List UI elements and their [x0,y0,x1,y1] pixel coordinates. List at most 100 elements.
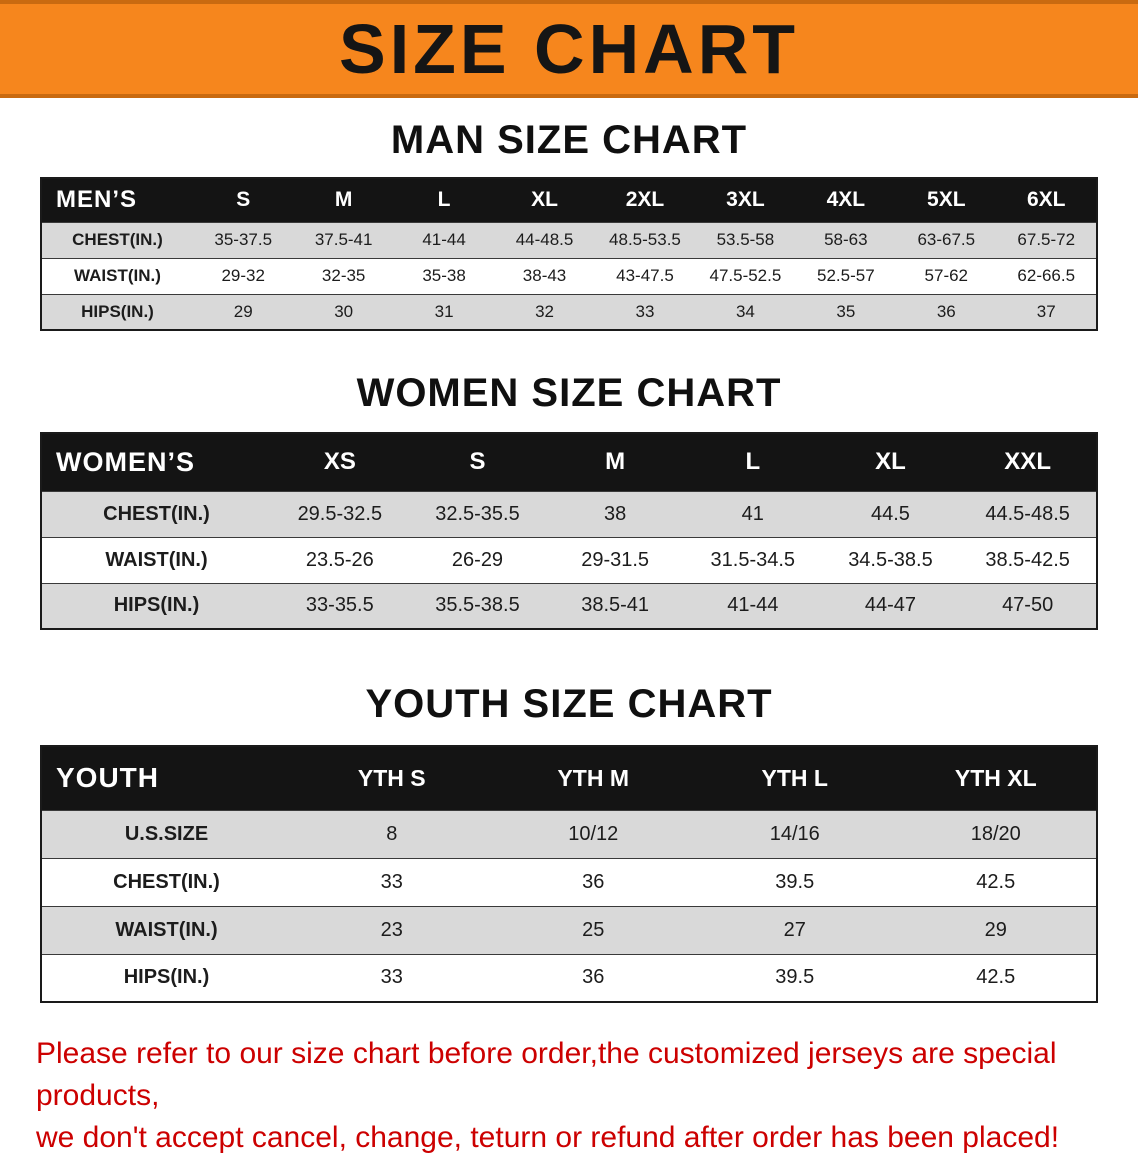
size-column-header: YTH L [761,764,828,791]
table-title-cell: MEN’S [56,186,138,214]
measurement-value: 41-44 [683,582,822,629]
size-column-header: L [437,188,451,212]
size-column-header: S [469,448,486,476]
table-header-row: MEN’S S M L XL 2XL 3XL 4XL 5XL 6XL [41,178,1097,222]
disclaimer-line-1: Please refer to our size chart before or… [36,1037,1057,1112]
size-column-header: 3XL [726,188,765,212]
measurement-row: HIPS(IN.) 33-35.5 35.5-38.5 38.5-41 41-44 44-… [41,582,1097,629]
table-title-cell: YOUTH [56,762,159,794]
table-header-row: WOMEN’S XS S M L XL XXL [41,433,1097,491]
measurement-value: 33 [291,953,493,1002]
measurement-value: 10/12 [492,809,694,858]
measurement-row: U.S.SIZE 8 10/12 14/16 18/20 [41,809,1097,858]
measurement-label: U.S.SIZE [41,809,291,858]
table-header-row: YOUTH YTH S YTH M YTH L YTH XL [41,746,1097,810]
section-men: MAN SIZE CHART MEN’S S M L XL 2XL 3XL 4XL 5XL 6XL… [0,118,1138,331]
measurement-row: CHEST(IN.) 29.5-32.5 32.5-35.5 38 41 44.5 44.5… [41,490,1097,537]
measurement-value: 35-37.5 [193,221,294,258]
measurement-value: 58-63 [795,221,897,258]
measurement-value: 37.5-41 [293,221,394,258]
size-column-header: XL [875,448,906,476]
size-column-header: YTH M [557,764,630,791]
measurement-value: 34 [695,293,796,330]
measurement-value: 48.5-53.5 [594,221,696,258]
measurement-label: HIPS(IN.) [41,582,271,629]
disclaimer-line-2: we don't accept cancel, change, teturn o… [36,1121,1060,1154]
size-chart-banner: SIZE CHART [0,0,1138,98]
measurement-value: 23 [291,905,493,954]
measurement-value: 27 [694,905,896,954]
measurement-value: 14/16 [694,809,896,858]
measurement-value: 37 [996,293,1097,330]
men-section-heading: MAN SIZE CHART [390,118,748,162]
size-column-header: YTH S [357,764,426,791]
measurement-row: WAIST(IN.) 23.5-26 26-29 29-31.5 31.5-34.5 34… [41,536,1097,583]
measurement-value: 41 [683,490,822,537]
measurement-value: 32.5-35.5 [408,490,547,537]
women-size-table: WOMEN’S XS S M L XL XXL CHEST(IN.) 29.5-32.5 32.5… [40,432,1098,630]
measurement-value: 62-66.5 [996,257,1097,294]
youth-size-table: YOUTH YTH S YTH M YTH L YTH XL U.S.SIZE 8 10/12… [40,745,1098,1003]
measurement-value: 43-47.5 [594,257,696,294]
women-section-heading: WOMEN SIZE CHART [356,371,782,415]
measurement-value: 18/20 [895,809,1097,858]
measurement-label: WAIST(IN.) [41,257,193,294]
measurement-row: HIPS(IN.) 33 36 39.5 42.5 [41,953,1097,1002]
size-column-header: 6XL [1026,188,1066,212]
measurement-value: 8 [291,809,493,858]
measurement-value: 29.5-32.5 [271,490,409,537]
measurement-label: HIPS(IN.) [41,953,291,1002]
size-column-header: 5XL [927,188,966,212]
measurement-value: 35 [795,293,897,330]
measurement-value: 36 [492,857,694,906]
measurement-value: 53.5-58 [695,221,796,258]
measurement-value: 30 [293,293,394,330]
measurement-row: WAIST(IN.) 29-32 32-35 35-38 38-43 43-47.5 47.… [41,257,1097,294]
measurement-value: 36 [896,293,997,330]
size-chart-content: MAN SIZE CHART MEN’S S M L XL 2XL 3XL 4XL 5XL 6XL… [0,118,1138,1159]
measurement-value: 32-35 [293,257,394,294]
measurement-value: 41-44 [393,221,495,258]
measurement-label: CHEST(IN.) [41,490,271,537]
section-youth: YOUTH SIZE CHART YOUTH YTH S YTH M YTH L YTH… [0,682,1138,1003]
size-column-header: XS [323,448,356,476]
measurement-value: 29-31.5 [546,536,684,583]
size-column-header: M [605,448,626,476]
measurement-value: 63-67.5 [896,221,997,258]
table-title-cell: WOMEN’S [56,446,195,477]
size-column-header: M [334,188,353,212]
measurement-value: 38.5-41 [546,582,684,629]
measurement-value: 36 [492,953,694,1002]
measurement-label: HIPS(IN.) [41,293,193,330]
measurement-value: 47-50 [959,582,1097,629]
measurement-value: 35.5-38.5 [408,582,547,629]
measurement-value: 32 [494,293,595,330]
measurement-value: 29 [895,905,1097,954]
measurement-value: 47.5-52.5 [695,257,796,294]
size-column-header: XXL [1004,448,1051,476]
men-size-table: MEN’S S M L XL 2XL 3XL 4XL 5XL 6XL CHEST(IN.) 35-37… [40,177,1098,331]
measurement-value: 38.5-42.5 [959,536,1097,583]
measurement-value: 34.5-38.5 [821,536,960,583]
measurement-row: WAIST(IN.) 23 25 27 29 [41,905,1097,954]
measurement-value: 29 [193,293,294,330]
measurement-value: 29-32 [193,257,294,294]
page-title: SIZE CHART [339,10,799,88]
measurement-value: 39.5 [694,953,896,1002]
measurement-value: 33-35.5 [271,582,409,629]
measurement-label: WAIST(IN.) [41,536,271,583]
size-column-header: 2XL [625,188,665,212]
measurement-value: 23.5-26 [271,536,409,583]
measurement-value: 31 [393,293,495,330]
measurement-value: 57-62 [896,257,997,294]
youth-section-heading: YOUTH SIZE CHART [365,682,773,726]
measurement-value: 25 [492,905,694,954]
measurement-row: CHEST(IN.) 35-37.5 37.5-41 41-44 44-48.5 48.5… [41,221,1097,258]
measurement-row: CHEST(IN.) 33 36 39.5 42.5 [41,857,1097,906]
measurement-value: 52.5-57 [795,257,897,294]
measurement-value: 33 [594,293,696,330]
measurement-row: HIPS(IN.) 29 30 31 32 33 34 35 36 37 [41,293,1097,330]
measurement-value: 38 [546,490,684,537]
measurement-label: CHEST(IN.) [41,221,193,258]
measurement-value: 39.5 [694,857,896,906]
